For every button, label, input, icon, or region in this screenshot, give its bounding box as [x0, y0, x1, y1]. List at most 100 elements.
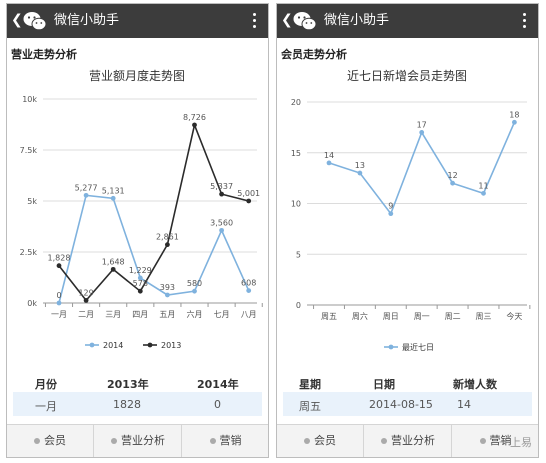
table-header-date: 日期 — [373, 378, 395, 391]
tab-business-analysis[interactable]: 营业分析 — [363, 425, 452, 457]
legend-label: 2014 — [103, 341, 123, 350]
bottom-tab-bar: 会员 营业分析 营销 — [277, 424, 538, 457]
legend-swatch-dot — [147, 342, 153, 348]
x-tick-label: 二月 — [78, 310, 94, 319]
data-point — [137, 275, 143, 281]
section-title: 营业走势分析 — [11, 48, 77, 61]
data-label: 13 — [355, 161, 365, 170]
table-header-weekday: 星期 — [299, 378, 321, 391]
data-label: 17 — [417, 120, 427, 129]
tab-dot-icon — [209, 438, 216, 444]
x-tick-label: 今天 — [506, 311, 522, 321]
data-point — [246, 288, 252, 293]
top-bar: ❮ 微信小助手 — [7, 4, 268, 38]
y-tick-label: 0 — [296, 301, 301, 310]
x-tick-label: 三月 — [105, 310, 121, 319]
data-label: 1,648 — [102, 257, 125, 266]
more-menu-icon[interactable] — [523, 13, 526, 29]
table-cell: 2014-08-15 — [369, 398, 433, 411]
legend-swatch-dot — [89, 342, 95, 348]
x-tick-label: 周五 — [321, 312, 337, 321]
y-tick-label: 5k — [27, 197, 37, 206]
x-tick-label: 周六 — [352, 311, 368, 321]
back-arrow-icon[interactable]: ❮ — [281, 12, 293, 28]
y-tick-label: 5 — [296, 250, 301, 259]
data-label: 3,560 — [210, 218, 233, 227]
data-label: 578 — [133, 279, 148, 288]
tab-label: 营销 — [489, 434, 512, 447]
data-point — [450, 180, 455, 186]
legend-label: 2013 — [161, 341, 181, 350]
revenue-trend-chart: 营业额月度走势图 0k 2.5k 5k 7.5k 10k 一月 二月 三月 四月 五月 六月 七月 八月 0… — [20, 68, 263, 350]
data-point — [246, 198, 252, 204]
x-tick-label: 五月 — [159, 310, 175, 319]
tab-label: 营业分析 — [391, 434, 435, 447]
left-phone-screen: ❮ 微信小助手 营业走势分析 营业额月度走势图 0k 2.5k 5k 7.5k 10k 一月… — [6, 3, 269, 458]
data-point — [219, 191, 225, 197]
data-point — [219, 227, 225, 233]
data-label: 11 — [478, 181, 488, 190]
x-tick-label: 周一 — [414, 312, 430, 321]
data-label: 8,726 — [183, 113, 206, 122]
data-label: 580 — [187, 279, 202, 288]
x-tick-label: 周二 — [445, 312, 461, 321]
x-tick-label: 八月 — [241, 310, 257, 319]
data-label: 1,229 — [129, 266, 152, 275]
data-point — [388, 211, 394, 217]
watermark-text: 一上易 — [499, 436, 532, 449]
data-label: 18 — [509, 110, 519, 119]
x-tick-label: 七月 — [214, 310, 230, 319]
data-label: 129 — [78, 288, 93, 297]
revenue-series-line-2013 — [58, 122, 249, 302]
tab-label: 营销 — [219, 434, 242, 447]
data-label: 0 — [56, 291, 61, 300]
data-point — [512, 119, 517, 125]
tab-label: 营业分析 — [121, 434, 165, 447]
app-title: 微信小助手 — [324, 13, 390, 28]
tab-members[interactable]: 会员 — [7, 425, 93, 457]
data-label: 393 — [160, 283, 175, 292]
wechat-logo-icon — [293, 12, 317, 31]
x-tick-label: 周日 — [383, 312, 399, 321]
data-point — [481, 190, 486, 196]
chart-title: 近七日新增会员走势图 — [347, 68, 467, 83]
tab-dot-icon — [479, 438, 486, 444]
tab-dot-icon — [304, 438, 310, 444]
tab-dot-icon — [111, 438, 117, 444]
data-point — [165, 242, 170, 248]
data-label: 5,277 — [75, 183, 98, 192]
y-tick-label: 10k — [22, 95, 37, 104]
data-label: 5,001 — [237, 189, 260, 198]
bottom-tab-bar: 会员 营业分析 营销 — [7, 424, 268, 457]
tab-marketing[interactable]: 营销 — [451, 425, 538, 457]
x-tick-label: 四月 — [132, 310, 148, 319]
top-bar: ❮ 微信小助手 — [277, 4, 538, 38]
data-point — [165, 292, 170, 298]
data-point — [83, 192, 89, 198]
tab-marketing[interactable]: 营销 — [181, 425, 268, 457]
tab-label: 会员 — [44, 434, 66, 447]
table-row[interactable] — [283, 392, 532, 416]
data-label: 2,861 — [156, 233, 179, 242]
tab-members[interactable]: 会员 — [277, 425, 363, 457]
data-point — [110, 195, 116, 201]
table-header-month: 月份 — [35, 378, 57, 391]
y-tick-label: 2.5k — [20, 248, 38, 257]
more-menu-icon[interactable] — [253, 13, 256, 29]
y-tick-label: 20 — [291, 98, 301, 107]
data-label: 1,828 — [48, 254, 71, 263]
table-row[interactable] — [13, 392, 262, 416]
data-point — [192, 122, 197, 128]
tab-business-analysis[interactable]: 营业分析 — [93, 425, 182, 457]
table-cell: 一月 — [35, 400, 57, 413]
back-arrow-icon[interactable]: ❮ — [11, 12, 23, 28]
data-point — [419, 130, 425, 135]
data-label: 14 — [324, 151, 334, 160]
app-title: 微信小助手 — [54, 13, 120, 28]
legend-label: 最近七日 — [402, 342, 434, 352]
legend-swatch-dot — [388, 344, 394, 350]
table-cell: 14 — [457, 398, 471, 411]
section-title: 会员走势分析 — [281, 48, 347, 61]
x-tick-label: 六月 — [187, 309, 203, 319]
member-trend-chart: 近七日新增会员走势图 0 5 10 15 20 周五 周六 周日 周一 周二 周三 今天 14 13 9 17 1… — [291, 68, 531, 352]
